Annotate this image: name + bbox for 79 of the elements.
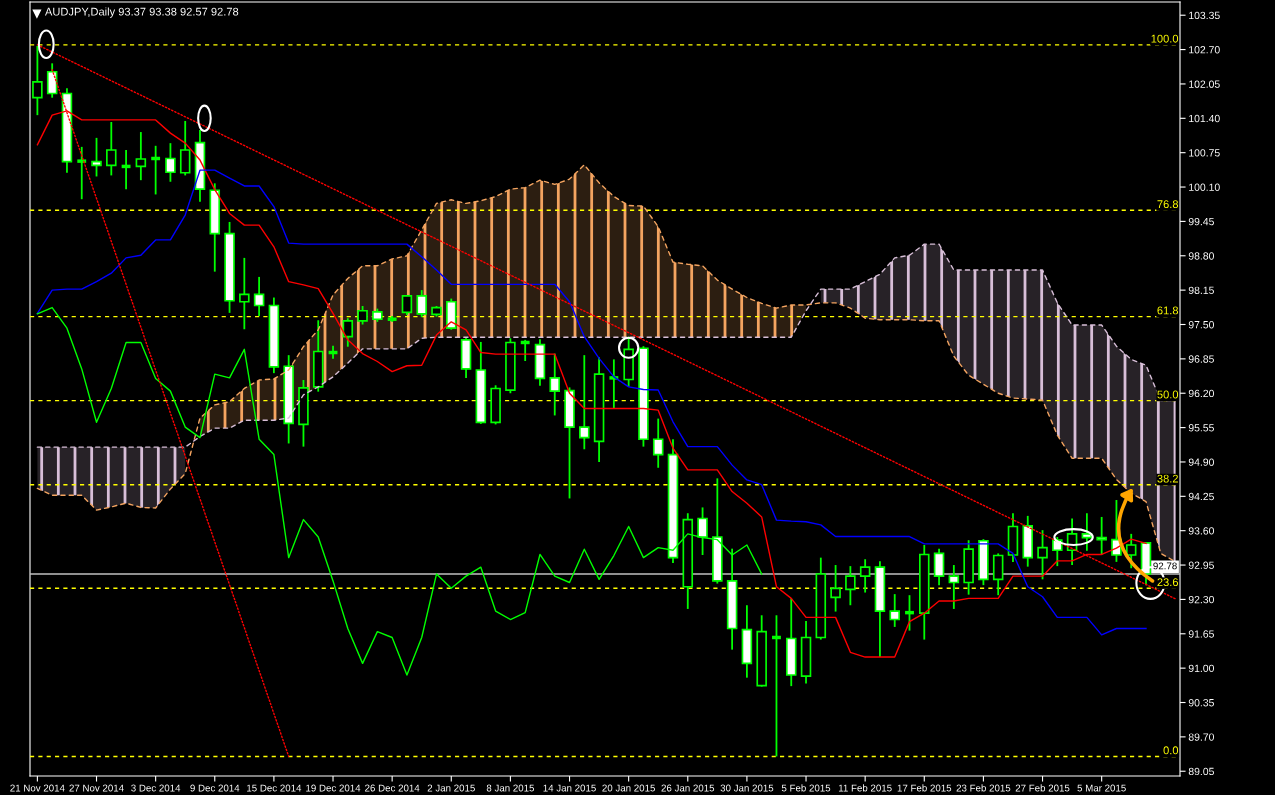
candlestick [609,358,619,410]
candlestick [652,417,664,469]
x-tick-label: 14 Jan 2015 [543,784,596,792]
annotation: 100.0 [1151,34,1179,43]
x-tick-label: 5 Mar 2015 [1077,784,1126,792]
y-tick-label: 94.25 [1188,492,1214,501]
x-tick-label: 15 Dec 2014 [247,784,302,792]
candlestick [179,120,191,177]
y-tick-label: 95.55 [1188,424,1214,432]
y-tick-label: 89.70 [1188,733,1214,741]
candlestick [253,276,265,317]
candlestick [579,354,590,451]
y-tick-label: 102.05 [1189,80,1220,88]
x-tick-label: 26 Jan 2015 [661,784,715,792]
candlestick [165,142,176,183]
candlestick [1096,516,1107,556]
line-series [36,306,763,676]
y-tick-label: 94.90 [1188,458,1214,466]
annotation: 38.2 [1157,474,1178,483]
y-tick-label: 91.00 [1188,664,1214,673]
y-tick-label: 91.65 [1188,630,1214,638]
candlestick [830,564,841,613]
x-tick-label: 27 Nov 2014 [69,784,124,792]
ref-line-label: 92.78 [1153,562,1177,570]
y-tick-label: 96.20 [1188,389,1214,398]
candlestick [992,552,1004,597]
candlestick [32,44,43,117]
x-tick-label: 26 Dec 2014 [365,784,420,792]
y-tick-label: 90.35 [1188,699,1214,707]
y-tick-label: 98.80 [1188,252,1214,260]
annotation: 61.8 [1157,306,1179,315]
y-tick-label: 100.75 [1189,149,1220,157]
y-tick-label: 102.70 [1189,46,1220,54]
candlestick [135,131,147,182]
y-tick-label: 101.40 [1189,114,1220,123]
annotation: 50.0 [1157,390,1179,399]
candlestick [77,145,87,201]
x-tick-label: 17 Feb 2015 [897,784,952,792]
x-tick-label: 2 Jan 2015 [427,784,475,792]
y-tick-label: 98.15 [1188,286,1214,295]
y-tick-label: 89.05 [1188,767,1214,776]
candlestick [357,305,368,326]
annotation: 23.6 [1157,578,1179,587]
y-tick-label: 96.85 [1188,355,1214,363]
x-tick-label: 27 Feb 2015 [1015,784,1070,792]
x-tick-label: 5 Feb 2015 [781,784,831,792]
x-tick-label: 8 Jan 2015 [486,784,535,792]
candlestick [948,564,960,610]
chart-title: AUDJPY,Daily 93.37 93.38 92.57 92.78 [44,7,239,18]
annotation: 0.0 [1163,746,1179,755]
candlestick [549,352,561,417]
candlestick [106,121,117,177]
candlestick [845,565,856,607]
candlestick [933,547,945,587]
y-tick-label: 92.30 [1188,595,1214,604]
candlestick [46,62,58,99]
candlestick [1037,529,1048,581]
x-tick-label: 11 Feb 2015 [838,784,892,792]
y-tick-label: 103.35 [1189,11,1220,20]
x-tick-label: 20 Jan 2015 [602,784,656,792]
candlestick [1125,532,1137,570]
candlestick [859,558,871,594]
y-tick-label: 93.60 [1188,527,1214,535]
x-tick-label: 23 Feb 2015 [956,784,1011,792]
y-tick-label: 99.45 [1188,217,1214,226]
x-tick-label: 3 Dec 2014 [131,784,181,792]
x-tick-label: 19 Dec 2014 [306,784,361,792]
y-tick-label: 92.95 [1188,561,1214,569]
x-tick-label: 21 Nov 2014 [10,784,65,792]
y-tick-label: 97.50 [1188,321,1214,329]
annotation: 76.8 [1157,200,1179,209]
x-tick-label: 30 Jan 2015 [720,784,774,792]
candlestick [889,593,900,628]
candlestick [239,256,250,331]
y-tick-label: 100.10 [1189,183,1220,191]
candlestick [697,506,708,556]
candlestick [91,136,102,178]
x-tick-label: 9 Dec 2014 [190,784,240,792]
candlestick [416,289,427,319]
